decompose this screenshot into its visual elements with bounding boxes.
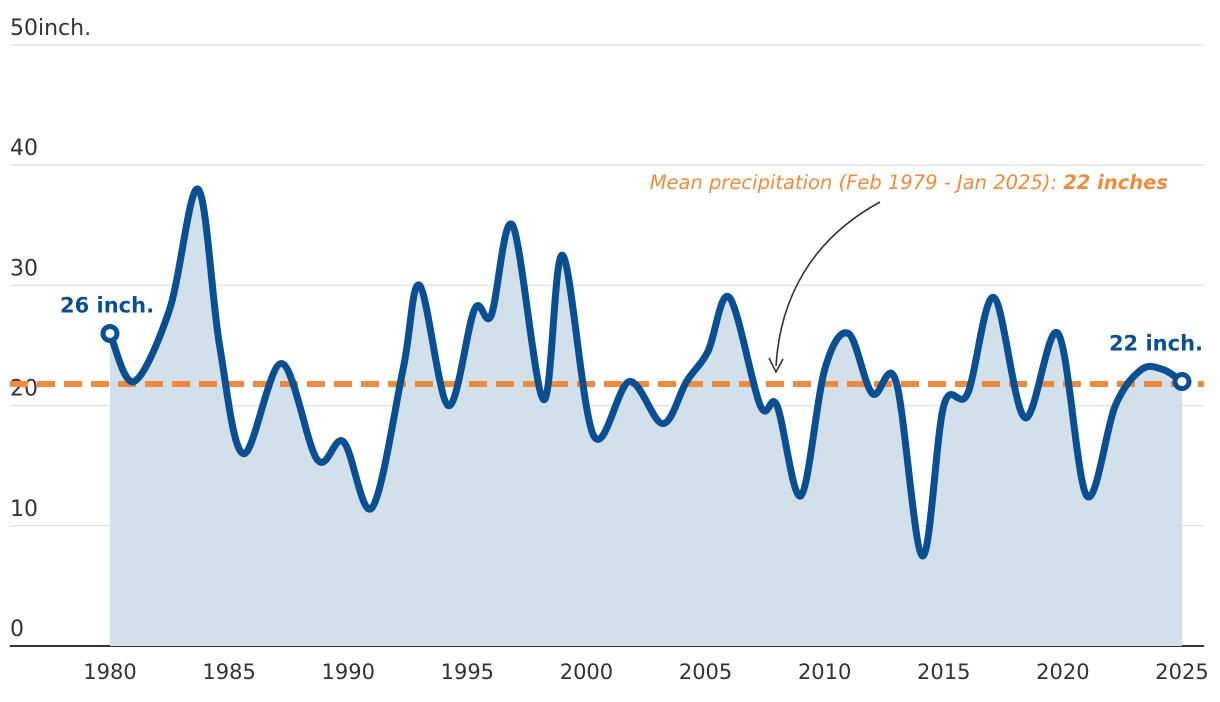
chart-labels: 26 inch. 22 inch. Mean precipitation (Feb …: [60, 171, 1203, 373]
x-tick-label-2020: 2020: [1036, 660, 1089, 684]
y-tick-label-20: 20: [10, 377, 38, 402]
x-tick-label-2005: 2005: [679, 660, 732, 684]
y-tick-label-30: 30: [10, 256, 38, 281]
end-marker: [1172, 372, 1192, 392]
endpoint-markers: [100, 323, 1192, 392]
x-tick-label-1995: 1995: [441, 660, 494, 684]
x-tick-label-1980: 1980: [83, 660, 136, 684]
x-tick-label-1990: 1990: [321, 660, 374, 684]
x-tick-label-2000: 2000: [560, 660, 613, 684]
annotation-arrowhead: [768, 357, 784, 373]
mean-annotation-label: Mean precipitation (Feb 1979 - Jan 2025)…: [650, 171, 1064, 194]
annotation-arrow: [775, 201, 881, 367]
x-tick-label-2010: 2010: [798, 660, 851, 684]
mean-annotation: Mean precipitation (Feb 1979 - Jan 2025)…: [650, 171, 1168, 194]
start-value-label: 26 inch.: [60, 293, 154, 317]
y-tick-label-50: 50inch.: [10, 16, 91, 41]
y-tick-label-40: 40: [10, 136, 38, 161]
y-tick-label-10: 10: [10, 497, 38, 522]
end-value-label: 22 inch.: [1109, 332, 1203, 356]
x-tick-label-2015: 2015: [917, 660, 970, 684]
start-marker: [100, 323, 120, 343]
y-tick-label-0: 0: [10, 617, 24, 642]
mean-annotation-value: 22 inches: [1063, 171, 1168, 194]
precipitation-line: [106, 185, 1186, 560]
x-tick-label-2025: 2025: [1155, 660, 1208, 684]
x-tick-label-1985: 1985: [202, 660, 255, 684]
